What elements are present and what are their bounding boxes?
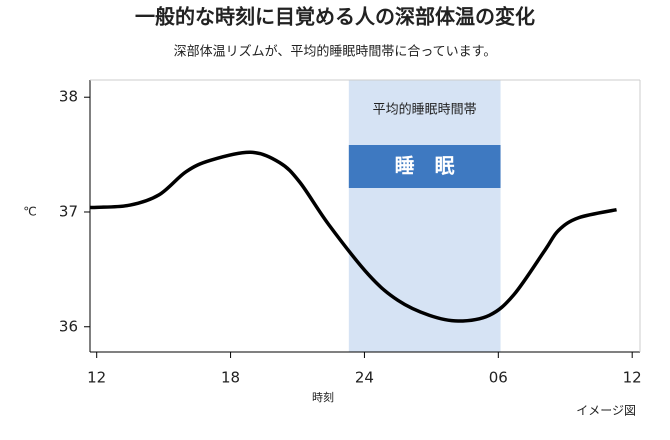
- band-label: 平均的睡眠時間帯: [373, 102, 477, 118]
- y-axis-label: ℃: [23, 205, 36, 219]
- x-tick-label: 12: [623, 369, 642, 387]
- x-tick-label: 18: [221, 369, 240, 387]
- y-tick-label: 38: [59, 88, 78, 106]
- note: イメージ図: [576, 404, 636, 418]
- x-tick-label: 06: [489, 369, 508, 387]
- y-tick-label: 37: [59, 202, 78, 220]
- temperature-line: [89, 150, 617, 323]
- sleep-band: [348, 80, 501, 352]
- x-axis-label: 時刻: [312, 390, 334, 404]
- sleep-box-label: 睡 眠: [395, 154, 455, 178]
- x-tick-label: 24: [355, 369, 374, 387]
- subtitle: 深部体温リズムが、平均的睡眠時間帯に合っています。: [174, 44, 497, 60]
- y-tick-label: 36: [59, 317, 78, 335]
- sleep-box: [348, 145, 501, 188]
- x-tick-label: 12: [87, 369, 106, 387]
- chart-title: 一般的な時刻に目覚める人の深部体温の変化: [135, 5, 535, 29]
